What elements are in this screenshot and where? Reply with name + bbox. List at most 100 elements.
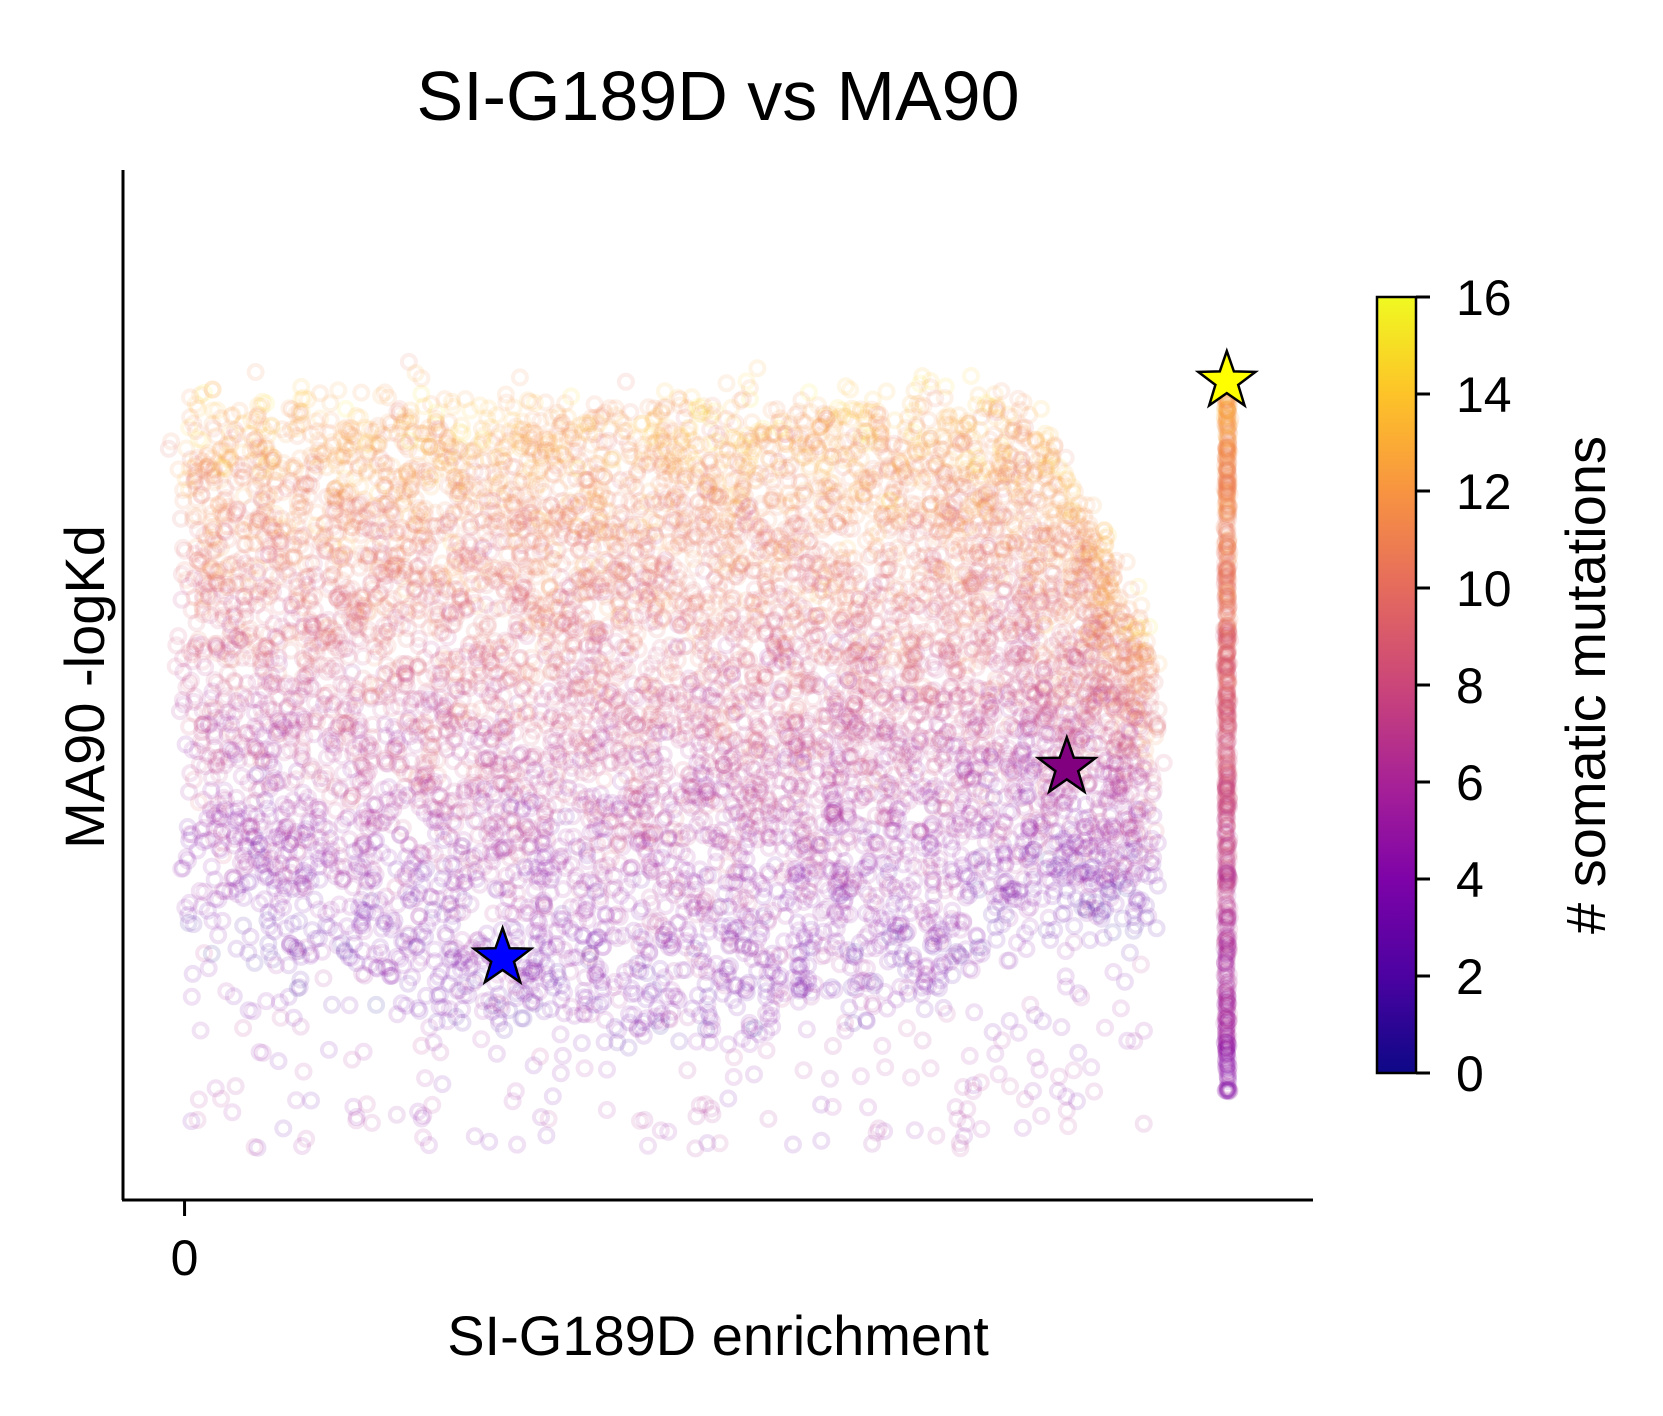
scatter-point [1154,753,1173,772]
scatter-point [1018,900,1037,919]
scatter-point [1076,725,1094,744]
scatter-point [499,562,517,581]
scatter-point [794,824,813,842]
scatter-point [542,858,561,877]
scatter-point [283,598,302,617]
scatter-point [1122,639,1141,658]
scatter-point [967,395,986,414]
scatter-point [923,427,941,445]
scatter-point [264,451,282,470]
scatter-point [481,542,500,561]
scatter-point [862,820,881,839]
scatter-point [1116,702,1135,721]
scatter-point [513,785,532,804]
scatter-point [185,569,203,588]
scatter-point [864,501,883,520]
scatter-point [581,518,599,537]
scatter-point [1134,618,1153,637]
scatter-point [407,506,426,525]
scatter-point [384,590,403,608]
scatter-point [313,774,332,793]
scatter-point [356,597,375,615]
scatter-point [613,577,632,596]
scatter-point [285,830,304,849]
scatter-point [212,822,231,841]
scatter-point [509,664,528,683]
scatter-point [673,521,692,540]
scatter-point [854,601,873,620]
scatter-point [209,535,228,553]
scatter-point [1043,586,1062,605]
scatter-point [278,560,297,579]
scatter-point [326,500,345,519]
scatter-point [1078,662,1097,681]
scatter-point [425,772,444,791]
scatter-point [1066,872,1084,891]
scatter-point [451,953,470,971]
scatter-point [241,749,260,768]
scatter-point [415,547,434,566]
scatter-point [834,608,853,627]
scatter-point [951,809,970,828]
scatter-point [1013,534,1032,553]
scatter-point [672,822,691,841]
scatter-point [421,887,440,906]
scatter-point [405,581,424,600]
scatter-point [387,860,406,879]
scatter-point [252,511,270,530]
scatter-point [398,655,417,674]
scatter-point [472,789,491,808]
scatter-point [707,680,726,699]
scatter-point [1039,850,1058,869]
scatter-point [944,692,963,711]
scatter-point [293,649,312,668]
scatter-point [757,982,776,1001]
scatter-point [954,562,973,581]
scatter-point [740,513,759,531]
scatter-point [481,730,500,749]
scatter-point [413,844,432,863]
scatter-point [291,799,310,818]
scatter-point [999,684,1018,703]
scatter-point [616,372,635,391]
scatter-point [1087,693,1105,711]
scatter-point [220,634,239,653]
scatter-point [655,765,674,784]
scatter-point [454,710,473,728]
scatter-point [1021,819,1040,838]
scatter-point [715,609,734,628]
scatter-point [638,809,656,828]
scatter-point [1072,638,1091,657]
scatter-point [400,507,418,526]
scatter-point [1026,561,1045,580]
scatter-point [933,780,952,799]
scatter-point [323,995,341,1014]
scatter-point [437,448,456,467]
scatter-point [925,700,943,719]
scatter-point [670,1032,689,1051]
scatter-point [1128,891,1147,910]
scatter-point [408,536,427,555]
scatter-point [1076,604,1095,623]
scatter-point [494,686,513,705]
scatter-point [865,589,884,608]
scatter-point [522,503,540,522]
scatter-point [510,368,529,387]
scatter-point [965,548,984,566]
scatter-point [793,424,812,443]
scatter-point [1004,889,1023,908]
scatter-point [1050,491,1068,510]
scatter-point [1102,857,1121,876]
scatter-point [453,903,472,921]
scatter-point [695,905,714,924]
scatter-point [959,700,978,719]
scatter-point [326,801,345,820]
scatter-point [300,591,318,610]
scatter-point [667,591,686,610]
scatter-point [1013,740,1032,759]
scatter-point [256,672,275,691]
scatter-point [349,772,368,791]
scatter-point [258,716,277,734]
scatter-point [587,619,606,638]
scatter-point [1094,762,1113,781]
